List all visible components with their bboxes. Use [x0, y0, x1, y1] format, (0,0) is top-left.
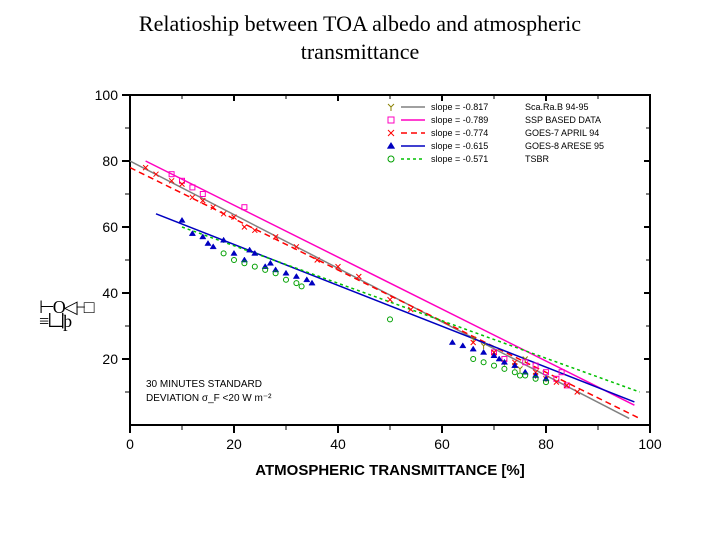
x-tick-label: 80 — [538, 436, 554, 452]
y-tick-label: 20 — [102, 351, 118, 367]
legend-label: TSBR — [525, 154, 550, 164]
legend-slope: slope = -0.571 — [431, 154, 488, 164]
chart-note-line1: 30 MINUTES STANDARD — [146, 379, 262, 390]
scatter-chart: 0 20 40 60 80 100 20 40 60 80 100 ATMOSPHERIC TRANS… — [30, 85, 690, 515]
x-tick-label: 0 — [126, 436, 134, 452]
legend-slope: slope = -0.615 — [431, 141, 488, 151]
legend-slope: slope = -0.817 — [431, 102, 488, 112]
x-tick-label: 60 — [434, 436, 450, 452]
chart-title: Relatioship between TOA albedo and atmos… — [0, 10, 720, 65]
title-line-1: Relatioship between TOA albedo and atmos… — [139, 11, 581, 36]
x-axis-label: ATMOSPHERIC TRANSMITTANCE [%] — [255, 462, 524, 479]
x-tick-label: 20 — [226, 436, 242, 452]
y-tick-label: 40 — [102, 285, 118, 301]
x-tick-label: 100 — [638, 436, 662, 452]
legend-label: SSP BASED DATA — [525, 115, 601, 125]
legend-label: Sca.Ra.B 94-95 — [525, 102, 589, 112]
legend-label: GOES-7 APRIL 94 — [525, 128, 599, 138]
x-tick-label: 40 — [330, 436, 346, 452]
legend-slope: slope = -0.789 — [431, 115, 488, 125]
title-line-2: transmittance — [301, 39, 420, 64]
y-tick-label: 60 — [102, 219, 118, 235]
y-tick-label: 100 — [95, 87, 119, 103]
legend-slope: slope = -0.774 — [431, 128, 488, 138]
chart-note-line2: DEVIATION σ_F <20 W m⁻² — [146, 393, 272, 404]
chart-svg: 0 20 40 60 80 100 20 40 60 80 100 ATMOSPHERIC TRANS… — [30, 85, 690, 515]
legend-label: GOES-8 ARESE 95 — [525, 141, 604, 151]
y-tick-label: 80 — [102, 153, 118, 169]
y-axis-label-glyphs: ⊢O◁−□≡凵þ — [40, 300, 100, 329]
